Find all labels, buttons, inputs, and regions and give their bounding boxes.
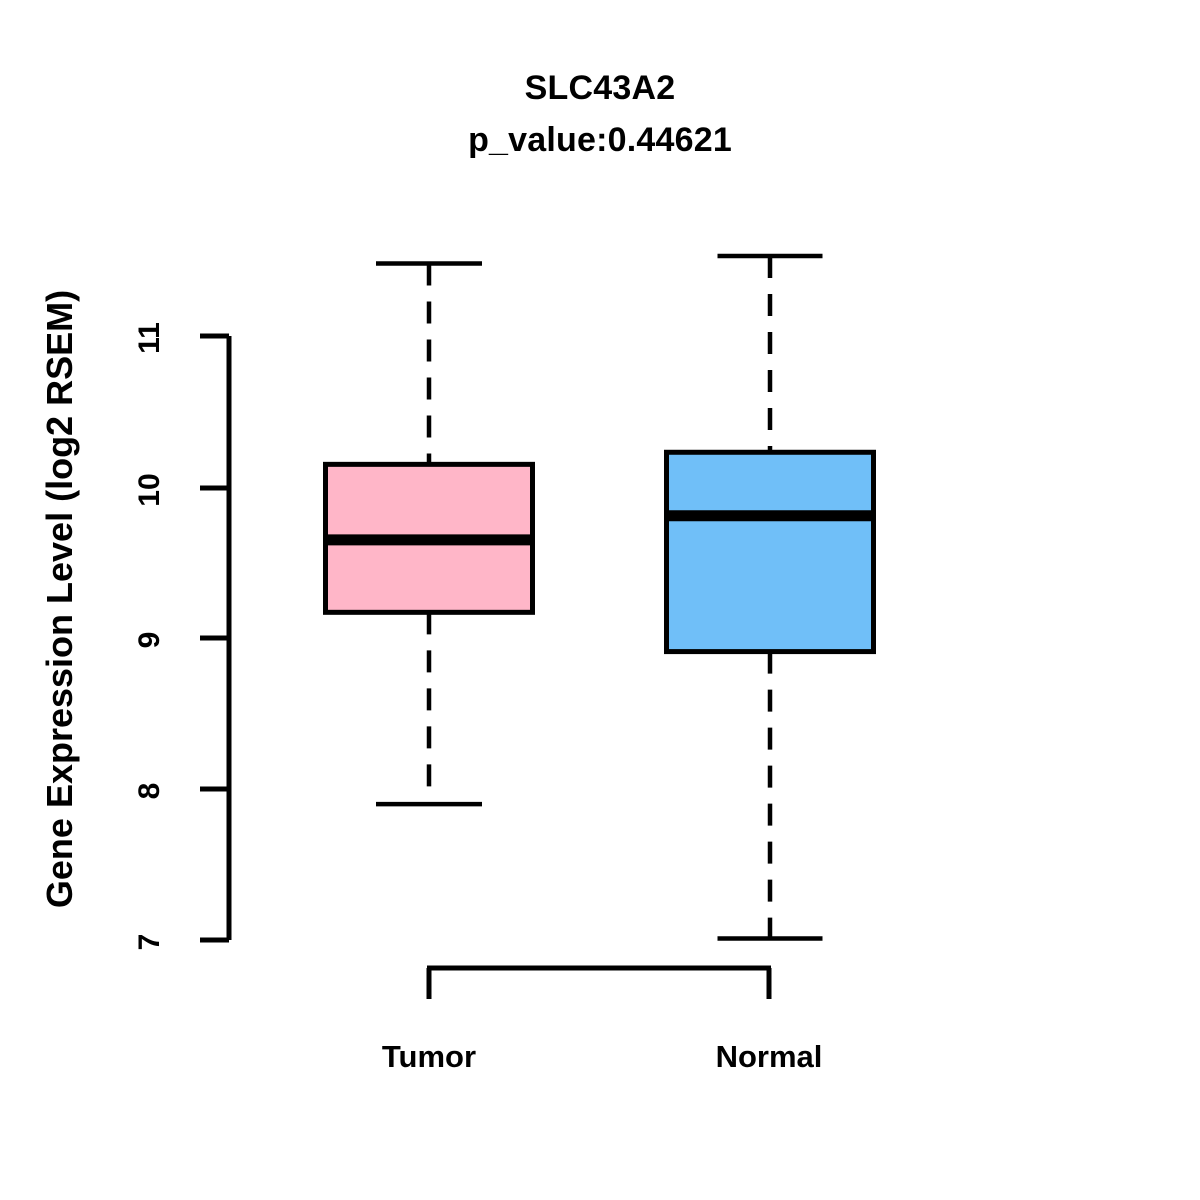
- chart-title: SLC43A2: [524, 69, 676, 107]
- y-axis: [200, 333, 232, 943]
- y-tick-label-11: 11: [133, 322, 166, 354]
- y-tick-label-8: 8: [133, 782, 166, 800]
- chart-title-block: SLC43A2 p_value:0.44621: [0, 62, 1200, 166]
- x-tick-label-tumor: Tumor: [381, 1039, 477, 1074]
- y-tick-label-10: 10: [133, 473, 166, 507]
- x-axis: [426, 965, 772, 999]
- box-tumor: [323, 261, 535, 807]
- box-normal: [664, 253, 876, 941]
- normal-iqr-box: [664, 449, 876, 655]
- chart-subtitle-pvalue: p_value:0.44621: [468, 121, 732, 159]
- x-tick-label-normal: Normal: [715, 1039, 823, 1074]
- y-tick-label-7: 7: [133, 933, 166, 951]
- y-tick-label-9: 9: [133, 631, 166, 649]
